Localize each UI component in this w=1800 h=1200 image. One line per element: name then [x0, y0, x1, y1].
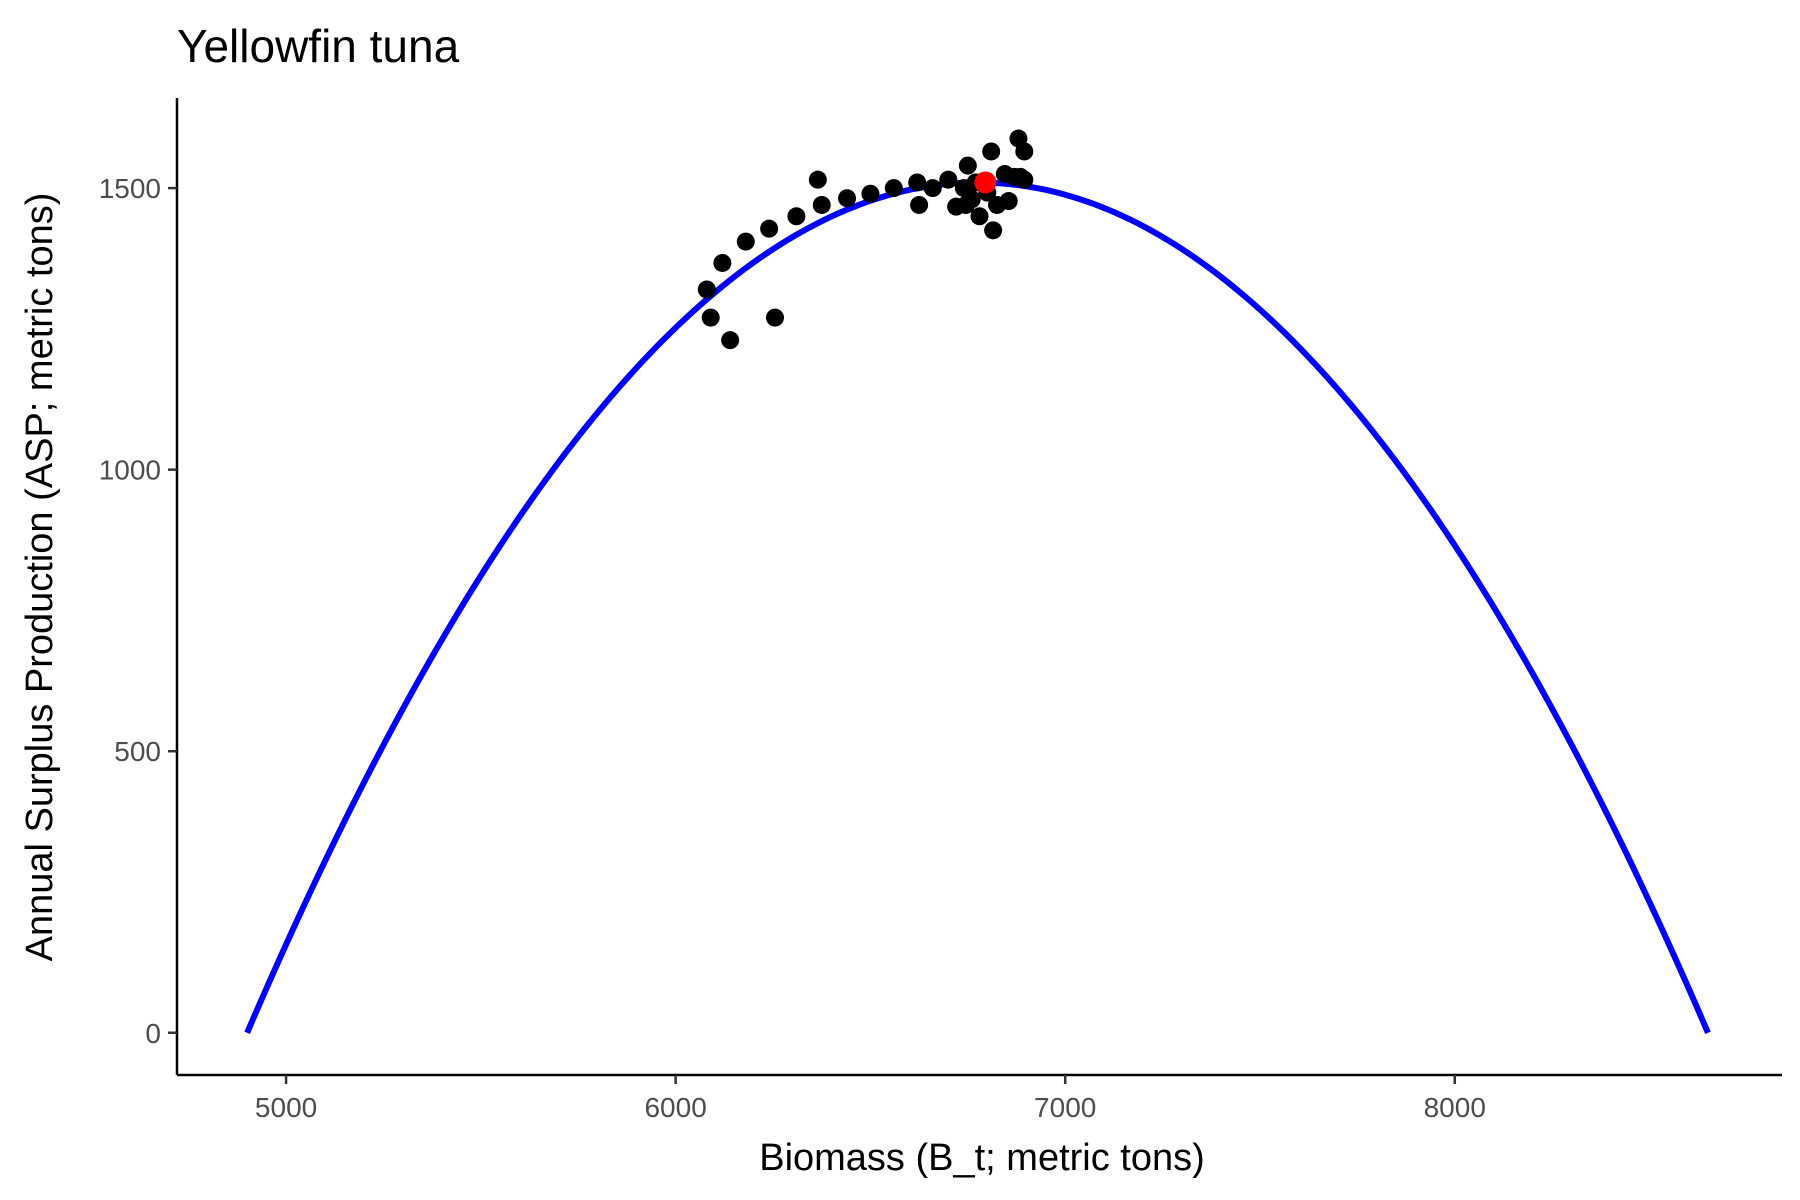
data-point	[982, 142, 1001, 161]
y-tick-label: 0	[145, 1018, 161, 1049]
plot-area	[244, 129, 1711, 1034]
highlight-points	[974, 171, 997, 194]
x-axis-ticks: 5000 6000 7000 8000	[255, 1075, 1486, 1123]
data-point	[736, 232, 755, 251]
x-tick-label: 7000	[1034, 1092, 1096, 1123]
data-point	[984, 221, 1003, 240]
chart-title: Yellowfin tuna	[177, 20, 460, 72]
data-point	[999, 192, 1018, 211]
data-point	[1015, 142, 1034, 161]
data-point	[713, 253, 732, 272]
data-point	[697, 280, 716, 299]
y-tick-label: 500	[114, 736, 161, 767]
data-point	[721, 331, 740, 350]
x-tick-label: 8000	[1424, 1092, 1486, 1123]
data-point	[838, 189, 857, 208]
highlight-point	[974, 171, 997, 194]
x-tick-label: 5000	[255, 1092, 317, 1123]
data-point	[765, 308, 784, 327]
data-point	[812, 195, 831, 214]
data-point	[939, 170, 958, 189]
observed-points	[697, 129, 1034, 350]
data-point	[923, 179, 942, 198]
data-point	[884, 179, 903, 198]
data-point	[701, 308, 720, 327]
y-tick-label: 1500	[99, 173, 161, 204]
data-point	[962, 190, 981, 209]
y-tick-label: 1000	[99, 455, 161, 486]
data-point	[908, 173, 927, 192]
data-point	[958, 156, 977, 175]
fitted-curve	[244, 179, 1711, 1034]
y-axis-ticks: 0 500 1000 1500	[99, 173, 177, 1049]
data-point	[861, 184, 880, 203]
data-point	[787, 207, 806, 226]
data-point	[760, 219, 779, 238]
data-point	[910, 195, 929, 214]
data-point	[808, 170, 827, 189]
data-point	[1015, 170, 1034, 189]
y-axis-title: Annual Surplus Production (ASP; metric t…	[19, 193, 61, 962]
data-point	[970, 207, 989, 226]
x-axis-title: Biomass (B_t; metric tons)	[759, 1137, 1205, 1179]
x-tick-label: 6000	[644, 1092, 706, 1123]
